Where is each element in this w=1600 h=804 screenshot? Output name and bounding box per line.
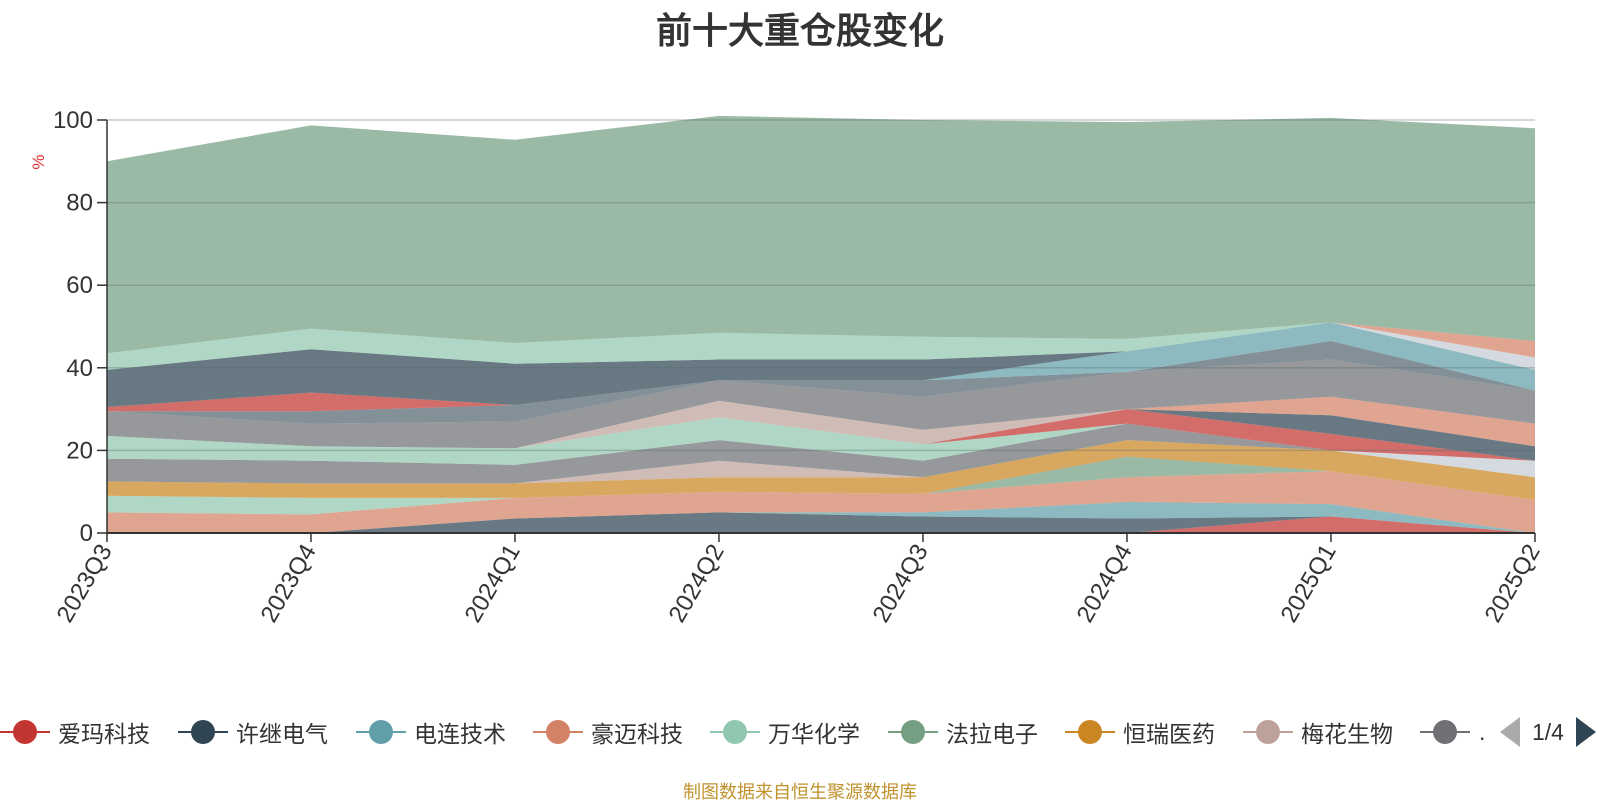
legend-item-label: 豪迈科技 — [591, 721, 683, 747]
area-series-2 — [107, 502, 1535, 533]
legend-item[interactable]: 恒瑞医药 — [1065, 712, 1215, 752]
legend-item[interactable]: 梅花生物 — [1243, 712, 1393, 752]
x-tick-label: 2024Q4 — [1072, 540, 1138, 627]
legend-item-label: 法拉电子 — [946, 721, 1038, 747]
area-series-8 — [107, 423, 1535, 484]
y-tick-label: 40 — [66, 355, 93, 382]
legend-item[interactable]: 许继电气 — [178, 712, 328, 752]
y-tick-label: 80 — [66, 190, 93, 217]
legend-marker-icon — [356, 720, 406, 744]
chart-title: 前十大重仓股变化 — [655, 10, 944, 51]
legend-marker-icon — [1065, 720, 1115, 744]
legend-item[interactable]: … — [1420, 712, 1486, 752]
legend-item[interactable]: 电连技术 — [356, 712, 506, 752]
legend-item[interactable]: 豪迈科技 — [533, 712, 683, 752]
legend-marker-icon — [710, 720, 760, 744]
area-series-6 — [107, 440, 1535, 500]
area-series-15 — [107, 396, 1535, 449]
legend-item-label: 爱玛科技 — [58, 721, 150, 747]
legend-item-label: 恒瑞医药 — [1123, 721, 1215, 747]
source-note: 制图数据来自恒生聚源数据库 — [683, 782, 917, 802]
area-series-21 — [107, 322, 1535, 407]
legend: 爱玛科技 许继电气 电连技术 豪迈科技 万华化学 法拉电子 恒瑞医药 梅花生物 … — [0, 712, 1486, 752]
y-tick-label: 20 — [66, 437, 93, 464]
legend-marker-icon — [1243, 720, 1293, 744]
legend-item-label: 许继电气 — [236, 721, 328, 747]
legend-item-label: … — [1478, 719, 1486, 746]
area-series-7 — [107, 440, 1535, 484]
legend-item-label: 万华化学 — [768, 721, 860, 747]
legend-marker-icon — [0, 720, 50, 744]
legend-item[interactable]: 法拉电子 — [888, 712, 1038, 752]
legend-marker-icon — [888, 720, 938, 744]
area-series-1 — [107, 512, 1535, 533]
legend-page-indicator: 1/4 — [1532, 718, 1564, 745]
x-tick-label: 2025Q2 — [1480, 540, 1546, 627]
x-tick-label: 2025Q1 — [1276, 540, 1342, 627]
x-tick-label: 2024Q1 — [460, 540, 526, 627]
area-series-4 — [107, 471, 1535, 515]
legend-item[interactable]: 爱玛科技 — [0, 712, 150, 752]
area-series-13 — [107, 409, 1535, 461]
area-series-3 — [107, 471, 1535, 533]
legend-pager: 1/4 — [1500, 714, 1596, 750]
legend-marker-icon — [1420, 720, 1470, 744]
legend-item[interactable]: 万华化学 — [710, 712, 860, 752]
chart-plot: 0 20 40 60 80 100 2023Q3 2023Q4 2024Q1 2024Q2 2024… — [29, 107, 1546, 627]
x-tick-label: 2023Q3 — [52, 540, 118, 627]
area-series-17 — [107, 359, 1535, 449]
area-series-19 — [107, 341, 1535, 412]
area-series-11 — [107, 417, 1535, 465]
legend-item-label: 电连技术 — [414, 721, 506, 747]
y-tick-label: 60 — [66, 272, 93, 299]
legend-next-page-icon[interactable] — [1575, 717, 1596, 747]
y-axis-label: % — [29, 154, 48, 169]
area-series-18 — [107, 341, 1535, 424]
legend-marker-icon — [533, 720, 583, 744]
legend-prev-page-icon[interactable] — [1500, 717, 1520, 747]
area-series-24 — [107, 322, 1535, 370]
area-series-group — [107, 115, 1535, 533]
area-series-25 — [107, 115, 1535, 354]
y-tick-label: 0 — [80, 520, 93, 547]
legend-marker-icon — [178, 720, 228, 744]
y-tick-label: 100 — [53, 107, 93, 134]
x-tick-label: 2023Q4 — [256, 540, 322, 627]
x-tick-label: 2024Q2 — [664, 540, 730, 627]
area-series-5 — [107, 456, 1535, 500]
x-tick-label: 2024Q3 — [868, 540, 934, 627]
legend-item-label: 梅花生物 — [1301, 721, 1393, 747]
area-series-16 — [107, 396, 1535, 449]
